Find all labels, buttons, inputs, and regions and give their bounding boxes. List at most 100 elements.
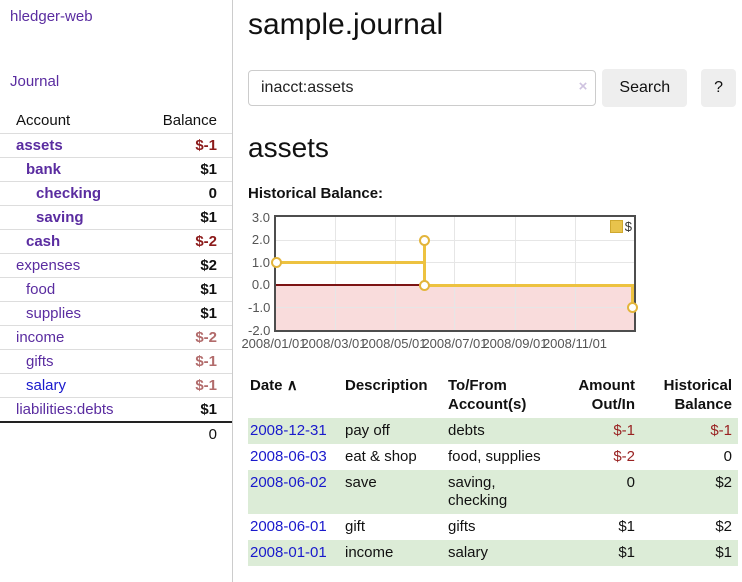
account-link[interactable]: expenses	[16, 257, 81, 274]
account-balance: 0	[208, 185, 217, 202]
x-tick-label: 2008/05/01	[361, 336, 427, 351]
account-link[interactable]: checking	[36, 185, 102, 202]
register-table: Date ∧ Description To/From Account(s) Am…	[248, 374, 738, 566]
account-column-header: Account	[16, 111, 71, 129]
transaction-amount: $-2	[613, 448, 635, 465]
transaction-balance: 0	[723, 448, 732, 465]
transaction-description: eat & shop	[345, 448, 417, 465]
gridline	[454, 217, 455, 330]
transaction-description: income	[345, 544, 394, 561]
account-link[interactable]: cash	[26, 233, 61, 250]
account-balance: $-2	[195, 233, 217, 250]
account-row-salary: salary $-1	[0, 373, 232, 397]
legend-swatch-icon	[609, 220, 623, 233]
transaction-accounts: salary	[448, 544, 489, 561]
gridline	[276, 262, 634, 263]
search-box: ×	[248, 70, 597, 106]
accounts-header-row: Account Balance	[0, 107, 232, 133]
transaction-description: gift	[345, 518, 366, 535]
transaction-date-link[interactable]: 2008-01-01	[250, 544, 327, 561]
search-button[interactable]: Search	[602, 69, 688, 107]
transaction-accounts: gifts	[448, 518, 476, 535]
gridline	[515, 217, 516, 330]
y-tick-label: 3.0	[251, 210, 270, 225]
search-input[interactable]	[248, 70, 597, 106]
accounts-table: Account Balance assets $-1 bank $1 check…	[0, 107, 232, 445]
transaction-amount: 0	[626, 474, 635, 491]
account-row-supplies: supplies $1	[0, 301, 232, 325]
transaction-amount: $1	[618, 544, 635, 561]
account-link[interactable]: assets	[16, 137, 63, 154]
series-line-segment	[276, 261, 426, 264]
account-balance: $1	[200, 161, 217, 178]
accounts-total-row: 0	[0, 421, 232, 445]
data-point-marker	[419, 235, 430, 246]
series-line-segment	[423, 284, 634, 287]
date-header-label: Date	[250, 377, 283, 394]
amount-header-line1: Amount	[578, 377, 635, 394]
sidebar: hledger-web Journal Account Balance asse…	[0, 0, 233, 582]
y-tick-label: 0.0	[251, 277, 270, 292]
clear-search-icon[interactable]: ×	[578, 78, 588, 95]
transaction-description: pay off	[345, 422, 390, 439]
account-balance: $1	[200, 401, 217, 418]
account-link[interactable]: income	[16, 329, 65, 346]
transaction-balance: $2	[715, 518, 732, 535]
transaction-date-link[interactable]: 2008-06-02	[250, 474, 327, 491]
account-link[interactable]: bank	[26, 161, 62, 178]
help-button[interactable]: ?	[701, 69, 736, 107]
transaction-accounts: food, supplies	[448, 448, 541, 465]
transaction-date-link[interactable]: 2008-06-01	[250, 518, 327, 535]
account-link[interactable]: supplies	[26, 305, 82, 322]
y-tick-label: 2.0	[251, 232, 270, 247]
account-heading: assets	[248, 132, 329, 163]
tofrom-header-line1: To/From	[448, 377, 507, 394]
transaction-balance: $2	[715, 474, 732, 491]
x-tick-label: 2008/03/01	[301, 336, 367, 351]
legend-label: $	[624, 219, 632, 234]
account-row-checking: checking 0	[0, 181, 232, 205]
account-link[interactable]: gifts	[26, 353, 54, 370]
transaction-date-link[interactable]: 2008-06-03	[250, 448, 327, 465]
account-balance: $1	[200, 209, 217, 226]
register-row: 2008-06-02 save saving, checking 0 $2	[248, 470, 738, 514]
transaction-amount: $-1	[613, 422, 635, 439]
search-form: × Search ?	[248, 69, 736, 107]
account-row-income: income $-2	[0, 325, 232, 349]
app-title[interactable]: hledger-web	[10, 8, 93, 25]
chart-heading: Historical Balance:	[248, 185, 384, 202]
y-tick-label: 1.0	[251, 255, 270, 270]
gridline	[276, 240, 634, 241]
historical-balance-chart: 3.0 2.0 1.0 0.0 -1.0 -2.0	[241, 210, 736, 353]
gridline	[276, 307, 634, 308]
transaction-date-link[interactable]: 2008-12-31	[250, 422, 327, 439]
y-tick-label: -1.0	[248, 300, 271, 315]
journal-nav-link[interactable]: Journal	[10, 73, 60, 90]
account-balance: $2	[200, 257, 217, 274]
data-point-marker	[419, 280, 430, 291]
account-link[interactable]: salary	[26, 377, 67, 394]
description-column-header: Description	[345, 374, 448, 418]
accounts-total-balance: 0	[208, 425, 217, 443]
register-header-row: Date ∧ Description To/From Account(s) Am…	[248, 374, 738, 418]
x-tick-label: 2008/01/01	[241, 336, 307, 351]
balance-column-header: Historical Balance	[641, 374, 738, 418]
series-line-segment	[423, 240, 426, 286]
account-row-expenses: expenses $2	[0, 253, 232, 277]
account-link[interactable]: food	[26, 281, 56, 298]
date-column-header[interactable]: Date ∧	[248, 374, 345, 418]
transaction-balance: $-1	[710, 422, 732, 439]
balance-header-line1: Historical	[663, 377, 732, 394]
register-row: 2008-06-03 eat & shop food, supplies $-2…	[248, 444, 738, 470]
amount-column-header: Amount Out/In	[578, 374, 641, 418]
register-row: 2008-12-31 pay off debts $-1 $-1	[248, 418, 738, 444]
gridline	[575, 217, 576, 330]
account-link[interactable]: liabilities:debts	[16, 401, 114, 418]
x-tick-label: 2008/09/01	[482, 336, 548, 351]
account-link[interactable]: saving	[36, 209, 84, 226]
account-balance: $-1	[195, 377, 217, 394]
tofrom-column-header: To/From Account(s)	[448, 374, 578, 418]
account-row-liabilities-debts: liabilities:debts $1	[0, 397, 232, 421]
account-row-bank: bank $1	[0, 157, 232, 181]
y-tick-label: -2.0	[248, 323, 271, 338]
